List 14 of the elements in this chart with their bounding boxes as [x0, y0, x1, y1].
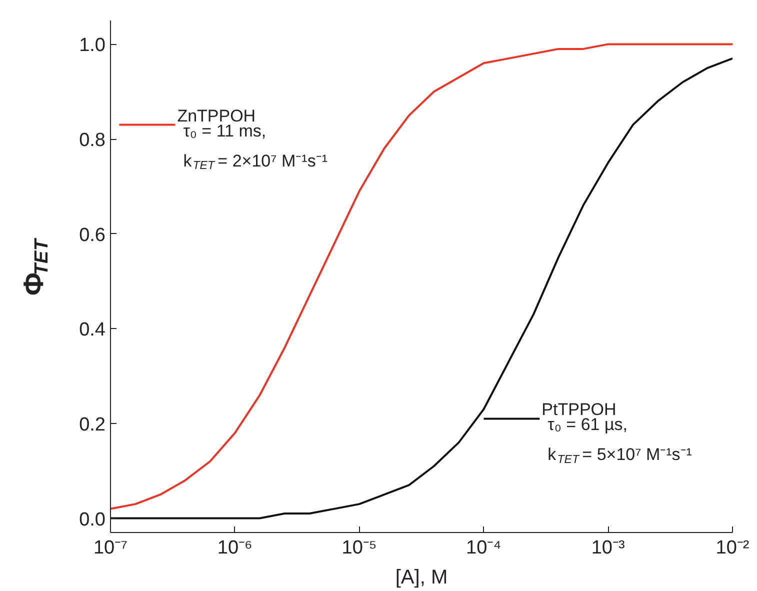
y-tick-label: 0.6	[79, 224, 106, 246]
x-tick-label: 10⁻⁷	[93, 538, 128, 558]
y-tick-label: 0.0	[79, 509, 106, 530]
y-tick-label: 1.0	[79, 35, 106, 56]
y-axis-title: ΦTET	[18, 238, 52, 296]
x-tick-label: 10⁻⁶	[217, 538, 252, 558]
y-tick-label: 0.4	[79, 320, 106, 341]
x-tick-label: 10⁻³	[591, 538, 625, 558]
y-tick-label: 0.8	[79, 130, 106, 152]
x-tick-label: 10⁻⁵	[342, 538, 377, 558]
x-tick-label: 10⁻⁴	[466, 538, 502, 558]
x-axis-title: [A], M	[395, 566, 448, 588]
x-tick-label: 10⁻²	[716, 538, 750, 558]
y-tick-label: 0.2	[79, 414, 106, 436]
